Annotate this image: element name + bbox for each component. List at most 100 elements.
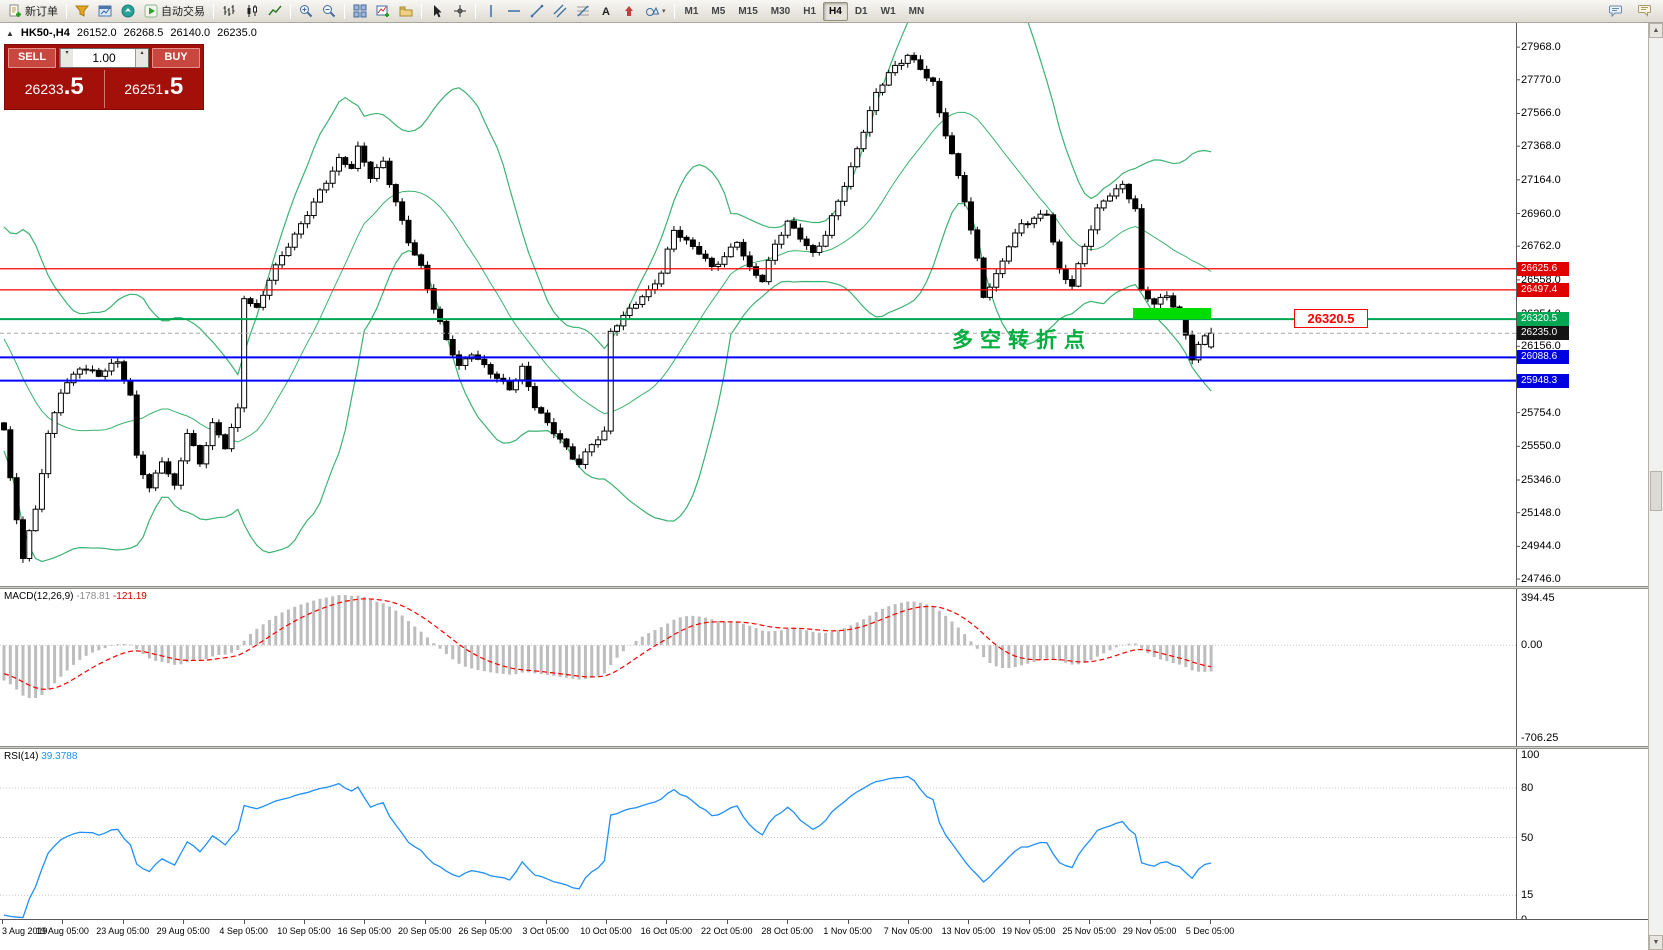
macd-indicator-label: MACD(12,26,9) -178.81 -121.19 xyxy=(4,591,147,602)
market-watch-button[interactable] xyxy=(94,1,116,21)
chart-profile-button[interactable] xyxy=(395,1,417,21)
zoom-in-button[interactable] xyxy=(295,1,317,21)
time-scale-label: 10 Oct 05:00 xyxy=(580,926,632,936)
time-scale-tick xyxy=(122,920,124,924)
timeframe-toolbar: M1 M5 M15 M30 H1 H4 D1 W1 MN xyxy=(679,1,931,21)
time-scale-tick xyxy=(183,920,185,924)
pane-divider[interactable] xyxy=(0,586,1648,589)
ohlc-low: 26140.0 xyxy=(170,27,211,39)
time-scale-label: 29 Nov 05:00 xyxy=(1122,926,1177,936)
rsi-scale-label: 100 xyxy=(1521,749,1540,761)
support-chat-button[interactable] xyxy=(1632,1,1655,21)
price-scale-label: 25148.0 xyxy=(1521,506,1561,519)
shapes-button[interactable]: ▾ xyxy=(641,1,670,21)
timeframe-button-W1[interactable]: W1 xyxy=(880,5,896,17)
sell-price-pips: .5 xyxy=(63,73,84,100)
vertical-scrollbar[interactable]: ▲ ▼ xyxy=(1648,23,1663,950)
time-scale-tick xyxy=(726,920,728,924)
channel-button[interactable] xyxy=(549,1,571,21)
time-scale-tick xyxy=(666,920,668,924)
text-icon: A xyxy=(602,6,610,18)
macd-scale-bottom: -706.25 xyxy=(1521,732,1559,744)
ohlc-high: 26268.5 xyxy=(123,27,164,39)
time-scale-label: 19 Aug 05:00 xyxy=(35,926,89,936)
auto-trading-icon xyxy=(144,4,158,18)
chat-button[interactable] xyxy=(1605,1,1628,21)
time-scale-label: 25 Nov 05:00 xyxy=(1062,926,1116,936)
indicators-button[interactable] xyxy=(71,1,93,21)
timeframe-button-H1[interactable]: H1 xyxy=(803,5,817,17)
time-scale-label: 19 Nov 05:00 xyxy=(1002,926,1056,936)
scroll-down-button[interactable]: ▼ xyxy=(1649,935,1663,950)
channel-icon xyxy=(553,4,567,18)
price-tag: 26497.4 xyxy=(1517,282,1569,297)
volume-decrease-button[interactable]: ▾ xyxy=(60,48,73,67)
ohlc-close: 26235.0 xyxy=(217,27,257,39)
sell-button[interactable]: SELL xyxy=(8,47,56,68)
new-chart-icon xyxy=(376,5,389,17)
bar-chart-icon xyxy=(223,5,235,16)
highlight-rectangle-object[interactable] xyxy=(1133,308,1211,319)
candlestick-button[interactable] xyxy=(241,1,263,21)
sell-price-button[interactable]: 26233 .5 xyxy=(5,70,104,108)
timeframe-button-M15[interactable]: M15 xyxy=(738,5,758,17)
price-scale-label: 26156.0 xyxy=(1521,340,1561,353)
candlestick-icon xyxy=(247,5,257,17)
time-scale-label: 7 Nov 05:00 xyxy=(883,926,933,936)
macd-signal-value: -121.19 xyxy=(112,591,147,602)
trendline-button[interactable] xyxy=(526,1,548,21)
timeframe-button-D1[interactable]: D1 xyxy=(854,5,868,17)
timeframe-button-M1[interactable]: M1 xyxy=(684,5,699,17)
text-annotation[interactable]: 多空转折点 xyxy=(952,329,1092,352)
text-button[interactable]: A xyxy=(595,1,617,21)
line-chart-button[interactable] xyxy=(264,1,286,21)
crosshair-button[interactable] xyxy=(449,1,471,21)
volume-stepper[interactable]: ▾ 1.00 ▴ xyxy=(59,47,149,68)
price-scale-label: 25550.0 xyxy=(1521,440,1561,453)
navigator-icon xyxy=(121,4,135,18)
timeframe-button-M5[interactable]: M5 xyxy=(711,5,726,17)
new-order-button[interactable]: 新订单 xyxy=(4,1,62,21)
arrows-button[interactable] xyxy=(618,1,640,21)
price-scale-label: 24944.0 xyxy=(1521,540,1561,553)
navigator-button[interactable] xyxy=(117,1,139,21)
timeframe-button-MN[interactable]: MN xyxy=(908,5,925,17)
price-scale-label: 24746.0 xyxy=(1521,573,1561,586)
volume-value[interactable]: 1.00 xyxy=(92,50,116,65)
rsi-scale-label: 15 xyxy=(1521,889,1534,902)
time-scale-tick xyxy=(1028,920,1030,924)
support-chat-icon xyxy=(1638,5,1651,17)
bar-chart-button[interactable] xyxy=(218,1,240,21)
collapse-panel-icon[interactable]: ▲ xyxy=(6,28,14,38)
sell-price-main: 26233 xyxy=(24,81,64,97)
price-callout-label[interactable]: 26320.5 xyxy=(1294,309,1368,328)
time-scale-tick xyxy=(847,920,849,924)
scrollbar-thumb[interactable] xyxy=(1650,471,1662,511)
pane-divider[interactable] xyxy=(0,746,1648,749)
macd-value: -178.81 xyxy=(76,591,111,602)
volume-increase-button[interactable]: ▴ xyxy=(135,48,148,67)
toolbar: 新订单 自动交易 xyxy=(0,0,1663,23)
symbol-period: HK50-,H4 xyxy=(20,27,70,39)
one-click-trading-panel: SELL ▾ 1.00 ▴ BUY 26233 .5 26251 .5 xyxy=(4,44,204,110)
buy-button[interactable]: BUY xyxy=(152,47,200,68)
time-scale-label: 16 Oct 05:00 xyxy=(640,926,693,936)
time-scale-label: 13 Nov 05:00 xyxy=(941,926,996,936)
zoom-out-button[interactable] xyxy=(318,1,340,21)
new-chart-button[interactable] xyxy=(372,1,394,21)
fibonacci-button[interactable] xyxy=(572,1,594,21)
cursor-button[interactable] xyxy=(426,1,448,21)
timeframe-button-H4[interactable]: H4 xyxy=(823,1,848,21)
buy-price-button[interactable]: 26251 .5 xyxy=(103,70,204,108)
horizontal-line-icon xyxy=(508,10,520,12)
rsi-indicator-label: RSI(14) 39.3788 xyxy=(4,751,77,762)
timeframe-button-M30[interactable]: M30 xyxy=(770,5,791,17)
time-scale-tick xyxy=(304,920,305,924)
horizontal-line-button[interactable] xyxy=(503,1,525,21)
scroll-up-button[interactable]: ▲ xyxy=(1649,23,1663,38)
auto-trading-button[interactable]: 自动交易 xyxy=(140,1,209,21)
price-tag: 26235.0 xyxy=(1517,326,1569,341)
vertical-line-button[interactable] xyxy=(480,1,502,21)
tile-windows-button[interactable] xyxy=(349,1,371,21)
